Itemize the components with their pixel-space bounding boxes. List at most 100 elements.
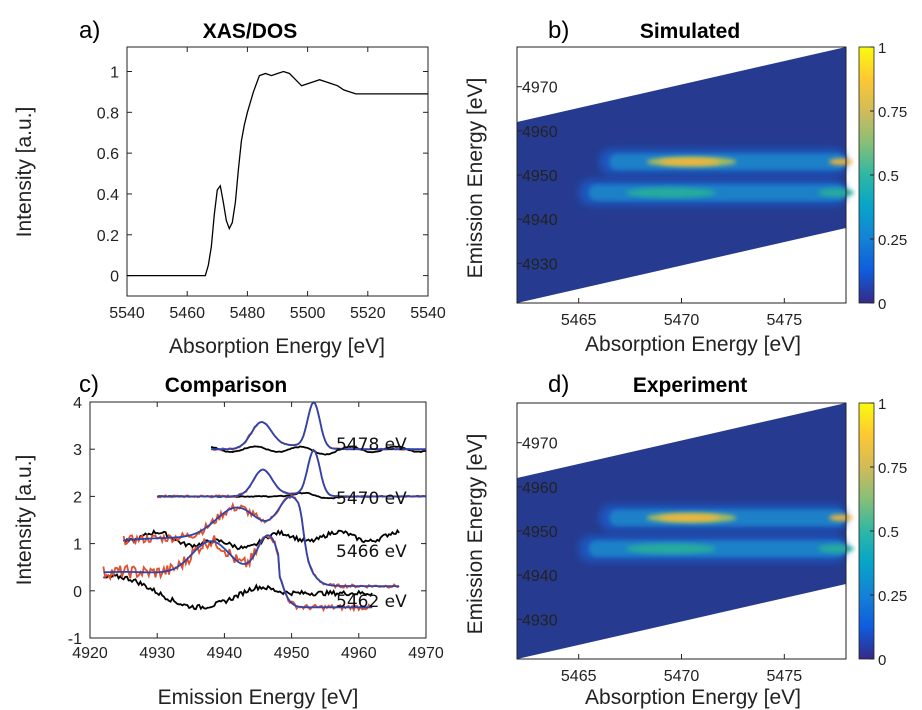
panel-c-ylabel: Intensity [a.u.] [13,455,36,586]
heatmap-ytick-label: 4950 [522,524,558,541]
heatmap-feature-edge [818,188,854,197]
panel-c-ytick-label: -1 [68,631,82,648]
panel-a-ytick-label: 0.2 [97,228,119,245]
heatmap-ytick-label: 4930 [522,612,558,629]
colorbar-tick-label: 0.5 [878,524,899,541]
heatmap-ytick-label: 4970 [522,80,558,97]
heatmap-region [517,403,846,659]
difference-trace [210,445,427,456]
panel-a-xtick-label: 5520 [350,305,386,322]
panel-a-ytick-label: 1 [110,64,119,81]
heatmap-xtick-label: 5470 [664,312,700,329]
simulation-trace [123,495,400,587]
panel-d-letter: d) [548,371,569,398]
panel-a-ylabel: Intensity [a.u.] [13,107,36,238]
panel-a-ytick-label: 0.6 [97,146,119,163]
heatmap-region [517,47,846,303]
panel-d-yticks: 4930 4940 4950 4960 4970 [517,436,558,629]
panel-c-trace-label-5462: 5462 eV [336,592,407,612]
panel-a-ytick-label: 0.8 [97,105,119,122]
panel-d-ylabel: Emission Energy [eV] [464,434,487,635]
panel-a-xtick-label: 5500 [290,305,326,322]
colorbar-tick-label: 1 [878,40,886,57]
experiment-trace [122,494,400,590]
panel-c-xtick-label: 4960 [341,645,377,662]
panel-a-xticks: 5540 5460 5480 5500 5520 5540 [109,47,446,322]
panel-b-colorbar-ticks: 0 0.25 0.5 0.75 1 [870,40,907,313]
heatmap-feature-peak [659,158,720,165]
panel-a-letter: a) [79,17,100,44]
panel-a-ytick-label: 0 [110,269,119,286]
panel-b-letter: b) [548,17,569,44]
panel-c-ytick-label: 2 [73,489,82,506]
panel-b-title: Simulated [640,20,740,43]
heatmap-ytick-label: 4960 [522,480,558,497]
panel-a-xlabel: Absorption Energy [eV] [169,335,385,358]
panel-a-chart: a) XAS/DOS 00.20.40.60.81 5540 5460 5480 55… [13,17,446,358]
panel-c-ytick-label: 1 [73,537,82,554]
colorbar-tick-label: 0.75 [878,104,907,121]
heatmap-xtick-label: 5465 [561,312,597,329]
panel-d-colorbar-ticks: 0 0.25 0.5 0.75 1 [870,396,907,669]
panel-c-traces [102,401,427,613]
heatmap-feature-core [625,187,716,198]
panel-d-xticks: 5465 5470 5475 [561,654,802,685]
panel-a-xtick-label: 5540 [410,305,446,322]
panel-a-xtick-label: 5480 [230,305,266,322]
colorbar-tick-label: 0.25 [878,588,907,605]
heatmap-feature-edge [818,544,854,553]
panel-c-axes-box [89,401,427,639]
panel-a-xtick-label: 5540 [109,305,145,322]
panel-a-yticks: 0 0.2 0.4 0.6 0.8 1 [97,64,428,286]
colorbar-tick-label: 0.75 [878,460,907,477]
panel-c-xtick-label: 4940 [207,645,243,662]
heatmap-ytick-label: 4950 [522,168,558,185]
colorbar-tick-label: 0 [878,652,886,669]
heatmap-xtick-label: 5475 [767,312,803,329]
panel-b-xlabel: Absorption Energy [eV] [585,333,801,356]
panel-c-trace-label-5470: 5470 eV [336,489,407,509]
heatmap-feature-peak-edge [829,514,853,521]
colorbar-tick-label: 0.25 [878,232,907,249]
panel-a-xtick-label: 5460 [169,305,205,322]
panel-a-ytick-label: 0.4 [97,187,119,204]
panel-c-xtick-label: 4930 [139,645,175,662]
panel-c-ytick-label: 3 [73,442,82,459]
panel-c-title: Comparison [165,374,288,397]
simulation-trace [103,534,373,609]
difference-trace [103,573,373,611]
heatmap-feature-core [625,543,716,554]
panel-c-trace-label-5466: 5466 eV [336,542,407,562]
panel-b-yticks: 4930 4940 4950 4960 4970 [517,80,558,273]
panel-d-heatmap [517,403,854,659]
panel-c-xtick-label: 4950 [274,645,310,662]
heatmap-xtick-label: 5475 [767,668,803,685]
heatmap-ytick-label: 4940 [522,568,558,585]
colorbar-tick-label: 0.5 [878,168,899,185]
panel-c-ytick-label: 4 [73,395,82,412]
panel-a-xas-line [127,70,428,277]
heatmap-feature-peak-edge [829,158,853,165]
panel-a-title: XAS/DOS [203,20,298,43]
heatmap-ytick-label: 4940 [522,212,558,229]
heatmap-ytick-label: 4930 [522,256,558,273]
heatmap-xtick-label: 5470 [664,668,700,685]
panel-d-xlabel: Absorption Energy [eV] [585,686,801,709]
panel-a-axes-box [126,46,429,297]
simulation-trace [211,401,426,451]
simulation-trace [157,449,426,498]
panel-c-xtick-label: 4920 [72,645,108,662]
heatmap-xtick-label: 5465 [561,668,597,685]
heatmap-ytick-label: 4960 [522,124,558,141]
panel-c-letter: c) [79,371,99,398]
panel-c-xticks: 4920 4930 4940 4950 4960 4970 [72,402,444,662]
panel-c-trace-label-5478: 5478 eV [336,435,407,455]
heatmap-feature-peak [659,514,720,521]
panel-c-ytick-label: 0 [73,584,82,601]
panel-b-xticks: 5465 5470 5475 [561,298,802,329]
panel-c-xtick-label: 4970 [408,645,444,662]
